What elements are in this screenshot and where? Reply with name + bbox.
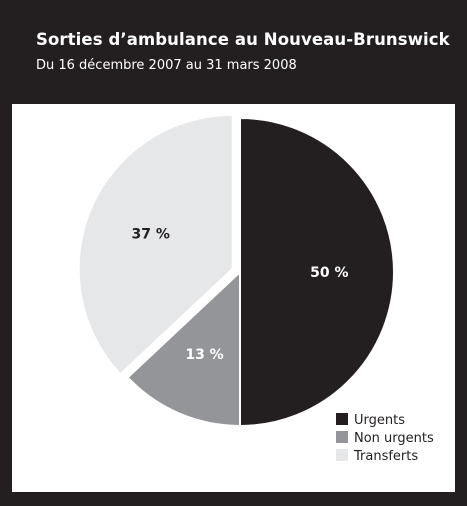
pie-slice-urgents [239,116,395,428]
chart-title: Sorties d’ambulance au Nouveau-Brunswick [36,30,450,49]
chart-legend: Urgents Non urgents Transferts [336,413,434,464]
pie-slice-non-urgents [126,269,241,428]
legend-swatch-urgents [336,413,348,425]
chart-subtitle: Du 16 décembre 2007 au 31 mars 2008 [36,58,297,73]
legend-label-transferts: Transferts [353,449,418,464]
legend-label-urgents: Urgents [354,413,405,428]
slice-label-urgents: 50 % [310,265,348,281]
legend-swatch-transferts [336,449,348,461]
legend-swatch-non-urgents [336,431,348,443]
slice-label-transferts: 37 % [131,226,169,242]
pie-slice-transferts [77,113,234,376]
slice-label-non-urgents: 13 % [185,347,223,363]
legend-label-non-urgents: Non urgents [354,431,434,446]
chart-footer-bar [0,492,467,506]
chart-header: Sorties d’ambulance au Nouveau-Brunswick… [0,0,467,104]
